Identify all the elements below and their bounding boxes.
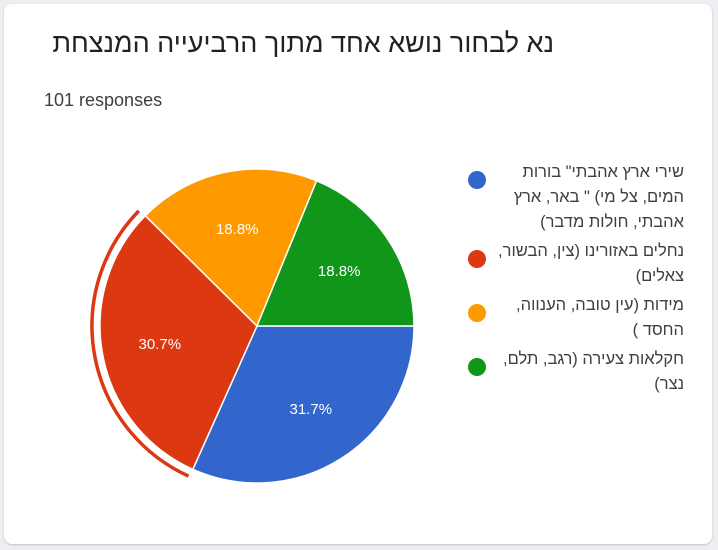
slice-highlight-arc — [90, 209, 190, 478]
legend-item-3[interactable]: חקלאות צעירה (רגב, תלם, נצר) — [468, 347, 708, 397]
pie-slice-0[interactable] — [191, 325, 415, 484]
pie-slice-label-2: 18.8% — [216, 221, 259, 238]
pie-slice-label-1: 30.7% — [139, 336, 182, 353]
legend-swatch-icon — [468, 304, 486, 322]
pie-slice-label-0: 31.7% — [290, 401, 333, 418]
pie-slice-2[interactable] — [144, 168, 318, 328]
legend-swatch-icon — [468, 171, 486, 189]
pie-slice-1[interactable] — [99, 214, 258, 471]
legend-swatch-icon — [468, 358, 486, 376]
legend-label: נחלים באזורינו (צין, הבשור, צאלים) — [498, 242, 684, 285]
question-title: נא לבחור נושא אחד מתוך הרביעייה המנצחת — [52, 28, 554, 58]
pie-slice-label-3: 18.8% — [318, 263, 361, 280]
legend-item-1[interactable]: נחלים באזורינו (צין, הבשור, צאלים) — [468, 239, 708, 289]
legend-item-2[interactable]: מידות (עין טובה, הענווה, החסד ) — [468, 293, 708, 343]
pie-slice-3[interactable] — [255, 179, 415, 327]
legend-swatch-icon — [468, 250, 486, 268]
legend-label: חקלאות צעירה (רגב, תלם, נצר) — [503, 350, 684, 393]
chart-legend: שירי ארץ אהבתי" בורות המים, צל מי) " באר… — [468, 160, 708, 401]
legend-item-0[interactable]: שירי ארץ אהבתי" בורות המים, צל מי) " באר… — [468, 160, 708, 235]
response-count: 101 responses — [44, 90, 163, 110]
legend-label: שירי ארץ אהבתי" בורות המים, צל מי) " באר… — [513, 163, 684, 231]
legend-label: מידות (עין טובה, הענווה, החסד ) — [516, 296, 684, 339]
